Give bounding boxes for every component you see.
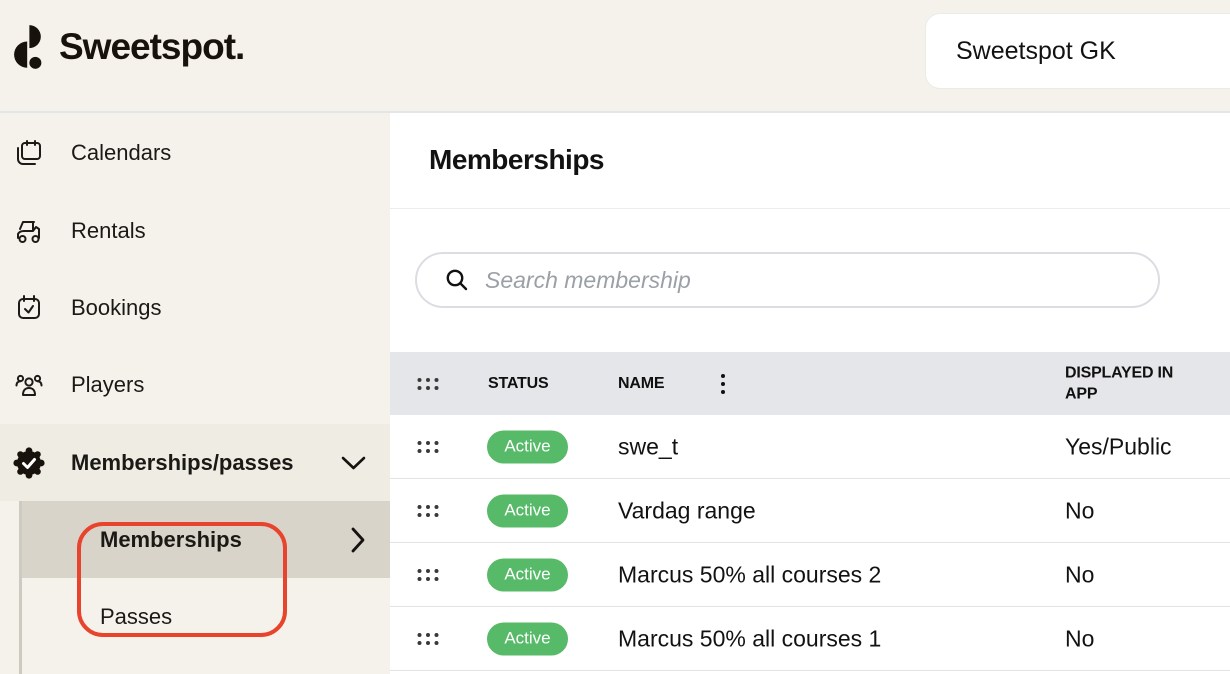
kebab-menu-icon[interactable] <box>721 373 725 394</box>
membership-name: Vardag range <box>618 497 756 523</box>
page-title: Memberships <box>429 144 605 175</box>
membership-name: Marcus 50% all courses 1 <box>618 625 882 651</box>
sidebar: Calendars Rentals Bookings <box>0 113 390 674</box>
sidebar-subitem-label: Memberships <box>100 526 242 552</box>
drag-handle-icon[interactable] <box>417 377 439 390</box>
golf-cart-icon <box>13 215 45 247</box>
drag-handle-icon[interactable] <box>417 632 439 645</box>
title-divider <box>390 208 1230 209</box>
main-content: Memberships STATUS NAME DISPLAYED IN APP <box>390 113 1230 674</box>
displayed-in-app-value: No <box>1065 497 1095 523</box>
status-badge: Active <box>487 558 568 591</box>
displayed-in-app-value: No <box>1065 625 1095 651</box>
table-row[interactable]: Active swe_t Yes/Public <box>390 415 1230 479</box>
displayed-in-app-value: No <box>1065 561 1095 587</box>
sidebar-subitem-memberships[interactable]: Memberships <box>22 501 390 578</box>
sidebar-item-label: Calendars <box>71 139 172 165</box>
sidebar-item-label: Players <box>71 371 145 397</box>
sidebar-subitem-passes[interactable]: Passes <box>22 578 390 655</box>
search-icon <box>444 267 470 293</box>
sidebar-item-players[interactable]: Players <box>0 346 390 423</box>
organization-selector[interactable]: Sweetspot GK <box>926 14 1230 88</box>
status-badge: Active <box>487 622 568 655</box>
badge-check-icon <box>13 446 45 479</box>
search-input[interactable] <box>485 254 1158 306</box>
submenu-indent-line <box>19 501 22 674</box>
brand-logo-text: Sweetspot. <box>59 26 245 67</box>
drag-handle-icon[interactable] <box>417 568 439 581</box>
organization-name: Sweetspot GK <box>956 36 1116 65</box>
topbar: Sweetspot. Sweetspot GK <box>0 0 1230 113</box>
membership-name: Marcus 50% all courses 2 <box>618 561 882 587</box>
sweetspot-logo-icon <box>13 24 49 70</box>
sidebar-subitem-label: Passes <box>100 603 173 629</box>
column-header-name: NAME <box>618 374 665 392</box>
sidebar-item-label: Memberships/passes <box>71 449 294 475</box>
table-row[interactable]: Active Marcus 50% all courses 2 No <box>390 543 1230 607</box>
players-icon <box>13 369 45 401</box>
column-header-status: STATUS <box>488 374 549 392</box>
table-row[interactable]: Active Vardag range No <box>390 479 1230 543</box>
sidebar-item-label: Bookings <box>71 294 162 320</box>
sidebar-item-memberships-passes[interactable]: Memberships/passes <box>0 424 390 501</box>
status-badge: Active <box>487 430 568 463</box>
table-row[interactable]: Active Marcus 50% all courses 1 No <box>390 607 1230 671</box>
chevron-right-icon <box>351 527 365 553</box>
sidebar-item-calendars[interactable]: Calendars <box>0 114 390 191</box>
membership-name: swe_t <box>618 433 679 459</box>
status-badge: Active <box>487 494 568 527</box>
drag-handle-icon[interactable] <box>417 440 439 453</box>
sidebar-item-bookings[interactable]: Bookings <box>0 269 390 346</box>
search-bar <box>415 252 1160 308</box>
table-header: STATUS NAME DISPLAYED IN APP <box>390 352 1230 415</box>
brand-logo[interactable]: Sweetspot. <box>13 24 245 70</box>
calendars-icon <box>13 137 45 169</box>
column-header-displayed-in-app: DISPLAYED IN APP <box>1065 363 1174 403</box>
displayed-in-app-value: Yes/Public <box>1065 433 1172 459</box>
chevron-down-icon <box>341 456 366 470</box>
drag-handle-icon[interactable] <box>417 504 439 517</box>
sidebar-item-rentals[interactable]: Rentals <box>0 192 390 269</box>
sidebar-item-label: Rentals <box>71 217 146 243</box>
calendar-check-icon <box>13 292 45 324</box>
